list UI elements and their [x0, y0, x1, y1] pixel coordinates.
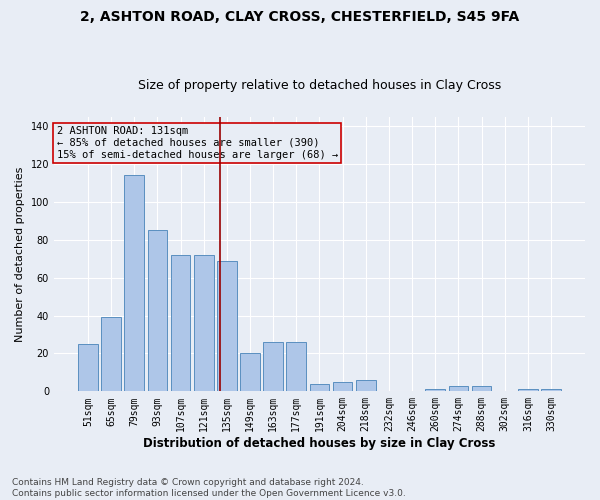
Bar	[518, 390, 538, 392]
Bar	[170, 255, 190, 392]
Bar	[425, 390, 445, 392]
Bar	[240, 354, 260, 392]
Bar	[541, 390, 561, 392]
Title: Size of property relative to detached houses in Clay Cross: Size of property relative to detached ho…	[138, 79, 501, 92]
Text: 2, ASHTON ROAD, CLAY CROSS, CHESTERFIELD, S45 9FA: 2, ASHTON ROAD, CLAY CROSS, CHESTERFIELD…	[80, 10, 520, 24]
Bar	[263, 342, 283, 392]
Y-axis label: Number of detached properties: Number of detached properties	[15, 166, 25, 342]
Bar	[124, 176, 144, 392]
Bar	[148, 230, 167, 392]
Text: Contains HM Land Registry data © Crown copyright and database right 2024.
Contai: Contains HM Land Registry data © Crown c…	[12, 478, 406, 498]
Bar	[356, 380, 376, 392]
Bar	[449, 386, 468, 392]
Bar	[310, 384, 329, 392]
Bar	[194, 255, 214, 392]
Bar	[333, 382, 352, 392]
X-axis label: Distribution of detached houses by size in Clay Cross: Distribution of detached houses by size …	[143, 437, 496, 450]
Bar	[286, 342, 306, 392]
Bar	[101, 318, 121, 392]
Text: 2 ASHTON ROAD: 131sqm
← 85% of detached houses are smaller (390)
15% of semi-det: 2 ASHTON ROAD: 131sqm ← 85% of detached …	[56, 126, 338, 160]
Bar	[78, 344, 98, 392]
Bar	[472, 386, 491, 392]
Bar	[217, 260, 236, 392]
